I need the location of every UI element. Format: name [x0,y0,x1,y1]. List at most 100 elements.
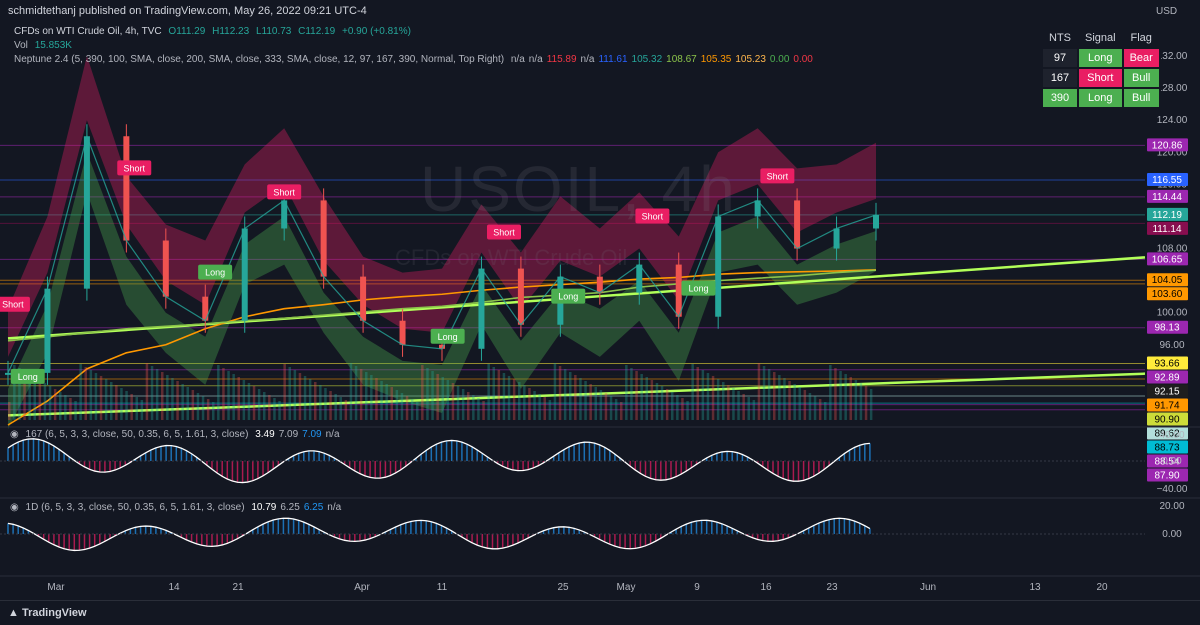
chart-canvas[interactable]: Short Long Short Long Short Long Short Long Shor… [0,0,1200,600]
volume-bar [645,377,648,420]
osc1-legend[interactable]: ◉ 167 (6, 5, 3, 3, close, 50, 0.35, 6, 5… [10,429,348,440]
price-label-bg [1147,221,1188,235]
volume-bar [620,402,623,420]
price-label-tag: 88.73 [1147,440,1188,454]
volume-bar [416,402,419,420]
volume-bar [171,378,174,420]
indicator-value-4: 111.61 [598,54,628,65]
indicator-legend[interactable]: Neptune 2.4 (5, 390, 100, SMA, close, 20… [14,54,821,65]
volume-bar [502,373,506,420]
signal-label: Short [767,171,789,181]
col-flag: Flag [1130,32,1152,44]
candle-body [675,264,682,317]
signal-cell: Short [1079,69,1122,87]
price-label-tag: 114.44 [1147,189,1188,203]
indicator-value-6: 108.67 [666,54,697,65]
volume-bar [166,375,169,420]
price-label-text: 89.62 [1154,429,1179,440]
time-tick: 20 [1096,582,1108,593]
candle-body [241,228,248,321]
volume-bar [201,396,205,420]
signal-label: Short [642,211,664,221]
volume-bar [28,374,31,420]
flag-cell: Bull [1123,89,1159,107]
volume-bar [793,384,796,420]
volume-bar [701,370,705,420]
price-label-text: 88.73 [1154,443,1179,454]
osc2-value-2: 6.25 [303,502,324,513]
price-tick: 96.00 [1159,340,1184,351]
volume-bar [176,381,179,420]
signal-badge [430,328,465,344]
price-label-bg [1147,273,1188,287]
signal-badge [487,224,521,240]
volume-bar [660,386,664,420]
signal-label: Long [558,292,578,302]
volume-bar [681,398,684,420]
price-label-text: 88.54 [1154,457,1179,468]
volume-bar [706,373,710,420]
price-label-bg [1147,454,1188,468]
bear-cloud [8,56,876,357]
volume-bar [655,383,659,420]
volume-bar [405,396,409,420]
tradingview-logo[interactable]: ▲ TradingView [8,607,87,619]
price-label-text: 103.60 [1152,289,1183,300]
osc2-legend[interactable]: ◉ 1D (6, 5, 3, 3, close, 50, 0.35, 6, 5,… [10,502,349,513]
volume-bar [426,368,429,420]
candle-body [833,228,840,249]
price-label-bg [1147,287,1188,301]
volume-bar [79,364,82,420]
volume-bar [487,364,490,420]
volume-bar [849,377,852,420]
price-label-tag: 92.15 [1147,384,1188,398]
candle-body [794,200,801,249]
volume-bar [665,389,669,420]
volume-bar [278,401,281,420]
signal-row: 167 Short Bull [1043,69,1159,87]
col-nts: NTS [1049,32,1071,44]
time-tick: Jun [920,582,936,593]
footer-bar: ▲ TradingView [0,600,1200,625]
volume-bar [247,383,251,420]
osc2-value-0: 10.79 [251,502,277,513]
volume-bar [467,392,470,420]
volume-bar [574,375,577,420]
volume-bar [135,397,138,420]
volume-bar [349,363,353,420]
price-axis-bg [1146,22,1200,600]
price-label-text: 91.74 [1154,401,1179,412]
volume-bar [859,383,863,420]
price-label-tag: 92.89 [1147,370,1188,384]
signal-badge [681,280,716,296]
symbol-name: CFDs on WTI Crude Oil, 4h, TVC [14,26,162,37]
volume-value: 15.853K [34,40,72,51]
volume-bar [303,376,307,420]
volume-bar [762,366,766,420]
time-tick: 11 [437,582,448,593]
osc-tick: 20.00 [1159,501,1184,512]
symbol-legend[interactable]: CFDs on WTI Crude Oil, 4h, TVC O111.29 H… [14,26,415,37]
oscillator-1d: 20.00 0.00 [0,497,1200,552]
price-label-tag: 98.13 [1147,320,1188,334]
flag-cell: Bear [1123,49,1159,67]
candle-body [202,296,209,321]
volume-bar [217,365,220,420]
volume-bar [298,373,302,420]
ohlc-high: H112.23 [212,26,250,37]
osc-tick: 40.00 [1159,430,1184,441]
price-label-tag: 103.60 [1147,287,1188,301]
volume-legend[interactable]: Vol 15.853K [14,40,76,51]
volume-bar [206,399,210,420]
long-signal: Long [681,280,716,296]
volume-bar [446,380,450,420]
volume-bar [69,398,72,420]
price-tick: 124.00 [1157,115,1188,126]
volume-bar [232,374,235,420]
osc1-value-1: 7.09 [278,429,299,440]
brand-text: TradingView [21,607,87,619]
candle-body [478,268,485,349]
volume-bar [308,379,312,420]
volume-bar [757,363,761,420]
volume-bar [456,386,460,420]
